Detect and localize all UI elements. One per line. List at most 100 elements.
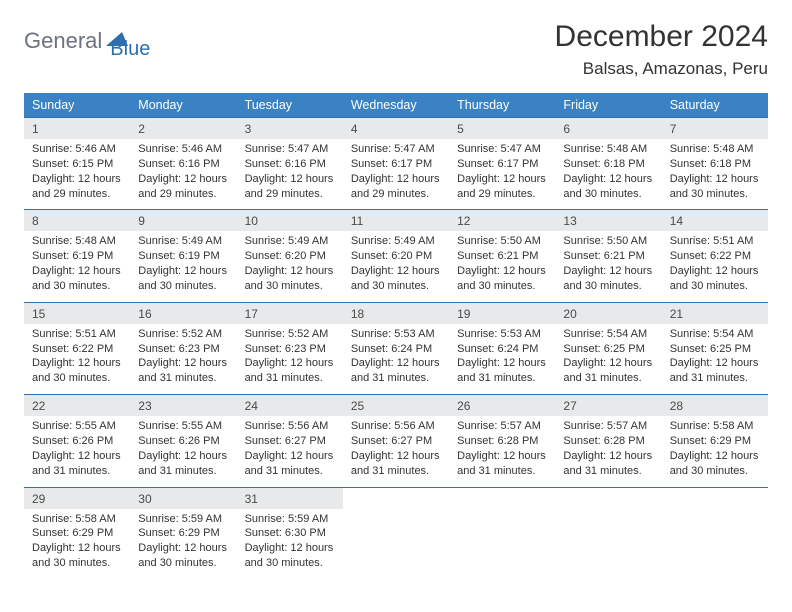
sunset-line: Sunset: 6:23 PM [245, 342, 335, 357]
day-number: 11 [343, 210, 449, 232]
daylight-line: Daylight: 12 hours and 31 minutes. [563, 356, 653, 386]
daylight-line: Daylight: 12 hours and 30 minutes. [138, 541, 228, 571]
day-number-row: 891011121314 [24, 210, 768, 232]
sunset-line: Sunset: 6:27 PM [351, 434, 441, 449]
sunrise-line: Sunrise: 5:56 AM [245, 419, 335, 434]
day-header-fri: Friday [555, 93, 661, 118]
sunset-line: Sunset: 6:30 PM [245, 526, 335, 541]
day-details: Sunrise: 5:53 AMSunset: 6:24 PMDaylight:… [449, 324, 555, 395]
day-details: Sunrise: 5:55 AMSunset: 6:26 PMDaylight:… [24, 416, 130, 487]
day-details: Sunrise: 5:55 AMSunset: 6:26 PMDaylight:… [130, 416, 236, 487]
day-number: 20 [555, 302, 661, 324]
day-number: 9 [130, 210, 236, 232]
logo: General Blue [24, 20, 150, 61]
day-details: Sunrise: 5:57 AMSunset: 6:28 PMDaylight:… [449, 416, 555, 487]
sunrise-line: Sunrise: 5:53 AM [351, 327, 441, 342]
day-header-tue: Tuesday [237, 93, 343, 118]
sunrise-line: Sunrise: 5:46 AM [32, 142, 122, 157]
day-header-sun: Sunday [24, 93, 130, 118]
sunset-line: Sunset: 6:21 PM [563, 249, 653, 264]
sunrise-line: Sunrise: 5:59 AM [138, 512, 228, 527]
day-details: Sunrise: 5:51 AMSunset: 6:22 PMDaylight:… [24, 324, 130, 395]
daylight-line: Daylight: 12 hours and 30 minutes. [351, 264, 441, 294]
sunset-line: Sunset: 6:28 PM [563, 434, 653, 449]
day-details: Sunrise: 5:52 AMSunset: 6:23 PMDaylight:… [130, 324, 236, 395]
day-number-row: 15161718192021 [24, 302, 768, 324]
day-number: 16 [130, 302, 236, 324]
sunrise-line: Sunrise: 5:55 AM [138, 419, 228, 434]
day-number: 13 [555, 210, 661, 232]
day-details: Sunrise: 5:52 AMSunset: 6:23 PMDaylight:… [237, 324, 343, 395]
day-number: 28 [662, 395, 768, 417]
daylight-line: Daylight: 12 hours and 29 minutes. [245, 172, 335, 202]
day-detail-row: Sunrise: 5:58 AMSunset: 6:29 PMDaylight:… [24, 509, 768, 579]
day-header-sat: Saturday [662, 93, 768, 118]
daylight-line: Daylight: 12 hours and 30 minutes. [138, 264, 228, 294]
sunset-line: Sunset: 6:26 PM [32, 434, 122, 449]
daylight-line: Daylight: 12 hours and 31 minutes. [32, 449, 122, 479]
sunset-line: Sunset: 6:16 PM [138, 157, 228, 172]
sunrise-line: Sunrise: 5:56 AM [351, 419, 441, 434]
sunrise-line: Sunrise: 5:53 AM [457, 327, 547, 342]
daylight-line: Daylight: 12 hours and 31 minutes. [457, 449, 547, 479]
sunset-line: Sunset: 6:24 PM [457, 342, 547, 357]
sunset-line: Sunset: 6:28 PM [457, 434, 547, 449]
day-details: Sunrise: 5:47 AMSunset: 6:16 PMDaylight:… [237, 139, 343, 210]
day-details: Sunrise: 5:48 AMSunset: 6:18 PMDaylight:… [662, 139, 768, 210]
day-number: 31 [237, 487, 343, 509]
daylight-line: Daylight: 12 hours and 29 minutes. [457, 172, 547, 202]
day-details: Sunrise: 5:48 AMSunset: 6:18 PMDaylight:… [555, 139, 661, 210]
sunrise-line: Sunrise: 5:54 AM [670, 327, 760, 342]
daylight-line: Daylight: 12 hours and 30 minutes. [670, 449, 760, 479]
day-number: 14 [662, 210, 768, 232]
page-header: General Blue December 2024 Balsas, Amazo… [24, 20, 768, 79]
day-number: 5 [449, 118, 555, 140]
day-details: Sunrise: 5:59 AMSunset: 6:30 PMDaylight:… [237, 509, 343, 579]
empty-cell [343, 509, 449, 579]
calendar-body: 1234567Sunrise: 5:46 AMSunset: 6:15 PMDa… [24, 118, 768, 579]
location-label: Balsas, Amazonas, Peru [555, 59, 768, 79]
sunrise-line: Sunrise: 5:57 AM [457, 419, 547, 434]
daylight-line: Daylight: 12 hours and 31 minutes. [245, 356, 335, 386]
day-number: 24 [237, 395, 343, 417]
empty-cell [662, 487, 768, 509]
daylight-line: Daylight: 12 hours and 31 minutes. [563, 449, 653, 479]
day-details: Sunrise: 5:58 AMSunset: 6:29 PMDaylight:… [662, 416, 768, 487]
day-number: 19 [449, 302, 555, 324]
day-header-row: Sunday Monday Tuesday Wednesday Thursday… [24, 93, 768, 118]
sunrise-line: Sunrise: 5:48 AM [563, 142, 653, 157]
sunset-line: Sunset: 6:17 PM [351, 157, 441, 172]
day-number: 10 [237, 210, 343, 232]
daylight-line: Daylight: 12 hours and 31 minutes. [245, 449, 335, 479]
sunset-line: Sunset: 6:15 PM [32, 157, 122, 172]
empty-cell [555, 487, 661, 509]
day-details: Sunrise: 5:57 AMSunset: 6:28 PMDaylight:… [555, 416, 661, 487]
sunset-line: Sunset: 6:16 PM [245, 157, 335, 172]
day-number: 21 [662, 302, 768, 324]
sunrise-line: Sunrise: 5:57 AM [563, 419, 653, 434]
day-detail-row: Sunrise: 5:46 AMSunset: 6:15 PMDaylight:… [24, 139, 768, 210]
sunrise-line: Sunrise: 5:48 AM [670, 142, 760, 157]
day-details: Sunrise: 5:49 AMSunset: 6:19 PMDaylight:… [130, 231, 236, 302]
empty-cell [449, 509, 555, 579]
month-title: December 2024 [555, 20, 768, 53]
daylight-line: Daylight: 12 hours and 29 minutes. [32, 172, 122, 202]
day-details: Sunrise: 5:56 AMSunset: 6:27 PMDaylight:… [343, 416, 449, 487]
day-details: Sunrise: 5:48 AMSunset: 6:19 PMDaylight:… [24, 231, 130, 302]
day-details: Sunrise: 5:47 AMSunset: 6:17 PMDaylight:… [343, 139, 449, 210]
empty-cell [343, 487, 449, 509]
sunrise-line: Sunrise: 5:47 AM [245, 142, 335, 157]
sunset-line: Sunset: 6:20 PM [245, 249, 335, 264]
empty-cell [555, 509, 661, 579]
day-number: 7 [662, 118, 768, 140]
day-details: Sunrise: 5:46 AMSunset: 6:16 PMDaylight:… [130, 139, 236, 210]
sunset-line: Sunset: 6:29 PM [670, 434, 760, 449]
sunrise-line: Sunrise: 5:49 AM [138, 234, 228, 249]
sunrise-line: Sunrise: 5:58 AM [32, 512, 122, 527]
daylight-line: Daylight: 12 hours and 30 minutes. [32, 264, 122, 294]
sunset-line: Sunset: 6:18 PM [670, 157, 760, 172]
day-details: Sunrise: 5:50 AMSunset: 6:21 PMDaylight:… [555, 231, 661, 302]
day-details: Sunrise: 5:49 AMSunset: 6:20 PMDaylight:… [343, 231, 449, 302]
daylight-line: Daylight: 12 hours and 31 minutes. [351, 449, 441, 479]
sunrise-line: Sunrise: 5:50 AM [563, 234, 653, 249]
